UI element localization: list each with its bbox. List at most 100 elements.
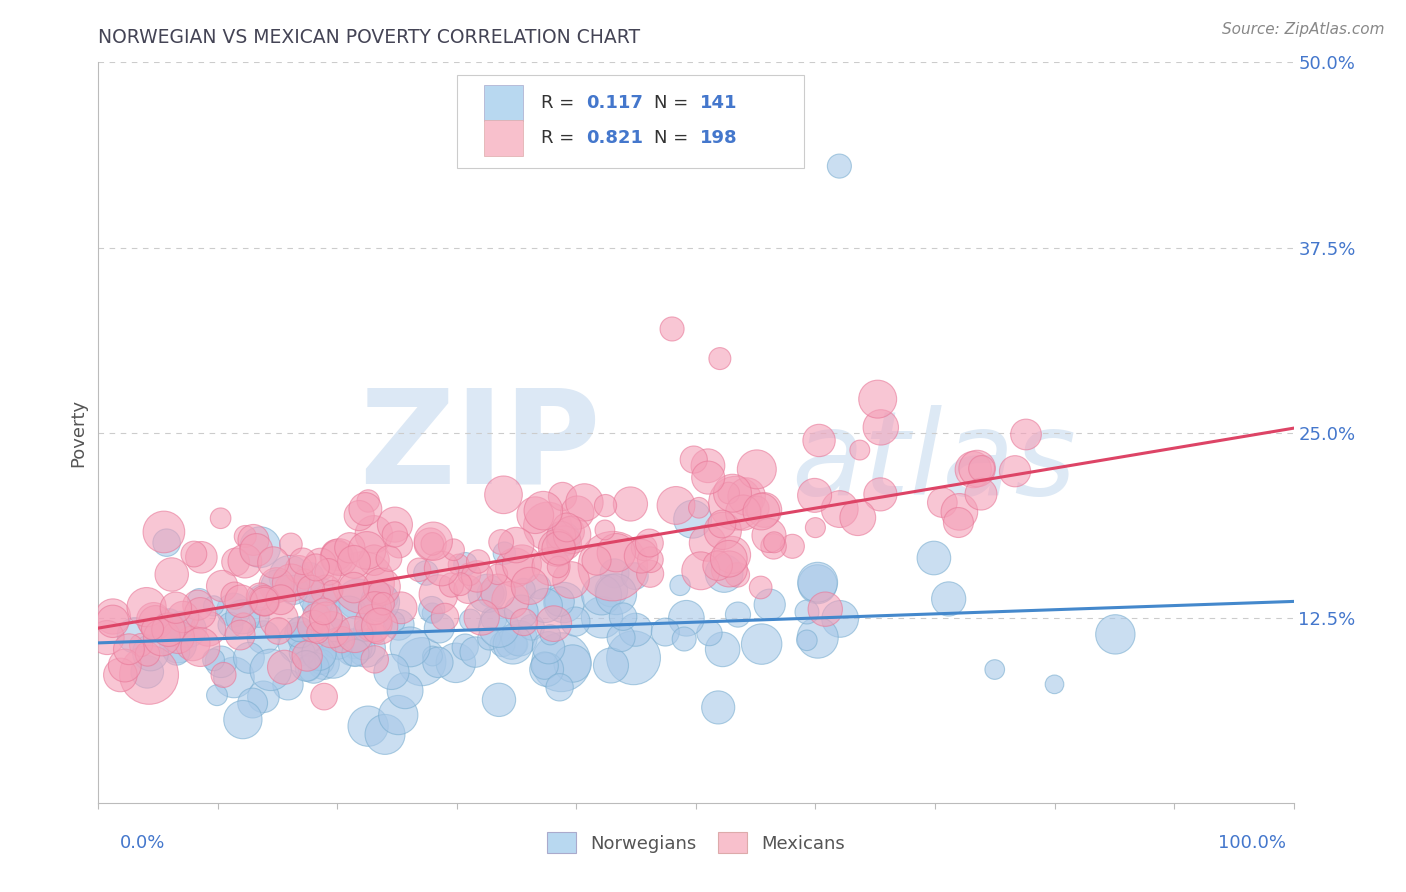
Point: [308, 646, 330, 660]
Point: [288, 636, 311, 650]
Point: [309, 558, 332, 572]
Point: [591, 588, 613, 602]
Point: [782, 539, 804, 553]
Point: [682, 512, 704, 526]
Point: [550, 529, 572, 543]
Point: [302, 661, 325, 675]
Point: [253, 630, 276, 644]
Legend: Norwegians, Mexicans: Norwegians, Mexicans: [540, 825, 852, 861]
Point: [231, 594, 253, 608]
Point: [449, 577, 471, 591]
Point: [260, 663, 283, 677]
Point: [543, 616, 565, 631]
Point: [343, 640, 366, 654]
Point: [430, 561, 453, 575]
Point: [304, 599, 326, 614]
Point: [754, 503, 776, 517]
Point: [354, 640, 377, 655]
Point: [689, 564, 711, 578]
Point: [321, 583, 343, 598]
Point: [938, 591, 960, 606]
Point: [458, 567, 481, 582]
Point: [277, 678, 299, 692]
Point: [124, 628, 146, 642]
Point: [519, 579, 541, 593]
Point: [371, 580, 394, 594]
Point: [150, 631, 173, 645]
Point: [633, 541, 655, 555]
Point: [346, 592, 368, 607]
Point: [326, 636, 349, 650]
Point: [531, 503, 554, 517]
Point: [673, 632, 696, 646]
Point: [357, 494, 380, 508]
Point: [709, 351, 731, 366]
Point: [427, 587, 450, 601]
Point: [419, 537, 441, 551]
Point: [356, 543, 378, 558]
Point: [467, 554, 489, 568]
Point: [145, 615, 167, 630]
Text: 0.117: 0.117: [586, 95, 643, 112]
Point: [610, 631, 633, 645]
Point: [491, 637, 513, 651]
Point: [384, 517, 406, 532]
Text: Source: ZipAtlas.com: Source: ZipAtlas.com: [1222, 22, 1385, 37]
Point: [378, 551, 401, 566]
Point: [118, 642, 141, 657]
Point: [807, 631, 830, 645]
Point: [305, 610, 328, 624]
Point: [465, 569, 488, 583]
Point: [574, 495, 596, 509]
Point: [555, 520, 578, 534]
Point: [547, 541, 569, 556]
Point: [368, 595, 391, 609]
Point: [354, 502, 377, 516]
Point: [605, 546, 627, 560]
Point: [322, 653, 344, 667]
Point: [553, 532, 575, 546]
Point: [344, 627, 367, 641]
Point: [513, 615, 536, 629]
Point: [266, 578, 288, 592]
Point: [366, 626, 388, 640]
Point: [675, 611, 697, 625]
Point: [440, 578, 463, 592]
Point: [948, 516, 970, 530]
Point: [561, 528, 583, 542]
Point: [488, 693, 510, 707]
Point: [638, 566, 661, 581]
Point: [165, 600, 187, 615]
Point: [869, 487, 891, 501]
Point: [717, 486, 740, 500]
Point: [548, 681, 571, 695]
Point: [758, 528, 780, 542]
Point: [638, 536, 661, 550]
Point: [357, 719, 380, 733]
Point: [479, 586, 502, 600]
Point: [443, 542, 465, 557]
Point: [699, 626, 721, 640]
Point: [302, 619, 325, 633]
Point: [630, 549, 652, 564]
Y-axis label: Poverty: Poverty: [69, 399, 87, 467]
Point: [427, 621, 450, 635]
Point: [312, 599, 335, 613]
Point: [503, 560, 526, 574]
Point: [110, 668, 132, 682]
Point: [138, 668, 160, 682]
Point: [209, 511, 232, 525]
Point: [505, 538, 527, 552]
Point: [422, 606, 444, 620]
Point: [136, 665, 159, 679]
Point: [211, 579, 233, 593]
Point: [512, 582, 534, 597]
Point: [422, 648, 444, 663]
Point: [547, 560, 569, 574]
FancyBboxPatch shape: [485, 120, 523, 156]
Point: [612, 609, 634, 624]
Point: [745, 462, 768, 476]
Point: [307, 590, 329, 604]
Point: [654, 625, 676, 640]
Point: [711, 524, 734, 538]
